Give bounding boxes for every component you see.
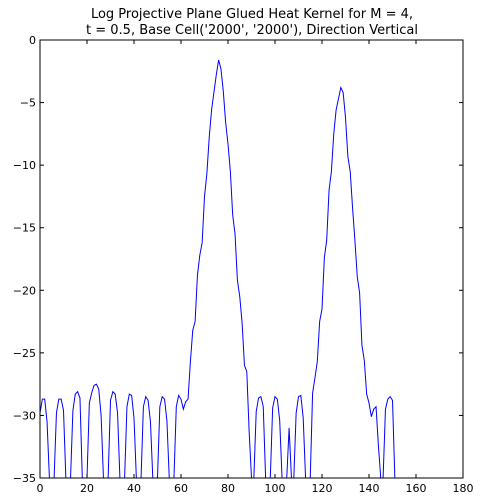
y-tick-label: −15 [13,222,36,235]
axes-frame [39,39,464,479]
y-tick-label: −20 [13,284,36,297]
chart-title-line-1: Log Projective Plane Glued Heat Kernel f… [91,7,413,22]
plot-area [39,59,398,479]
y-tick-label: −35 [13,472,36,485]
x-tick-label: 20 [80,482,94,495]
x-tick-label: 40 [127,482,141,495]
x-tick-label: 180 [453,482,474,495]
y-tick-label: −10 [13,159,36,172]
x-tick-label: 100 [265,482,286,495]
y-tick-label: −25 [13,347,36,360]
y-tick-label: 0 [29,34,36,47]
y-tick-label: −5 [20,97,36,110]
x-tick-label: 0 [37,482,44,495]
x-tick-label: 60 [174,482,188,495]
x-tick-label: 160 [406,482,427,495]
x-tick-label: 80 [221,482,235,495]
x-tick-label: 140 [359,482,380,495]
chart-title-line-2: t = 0.5, Base Cell('2000', '2000'), Dire… [86,23,418,38]
y-tick-label: −30 [13,409,36,422]
x-tick-label: 120 [312,482,333,495]
series-line [39,59,398,479]
axis-ticks: 0 20 40 60 80 100 120 140 160 180 0 −5 −10 −15 −20 −25 −… [13,34,474,495]
